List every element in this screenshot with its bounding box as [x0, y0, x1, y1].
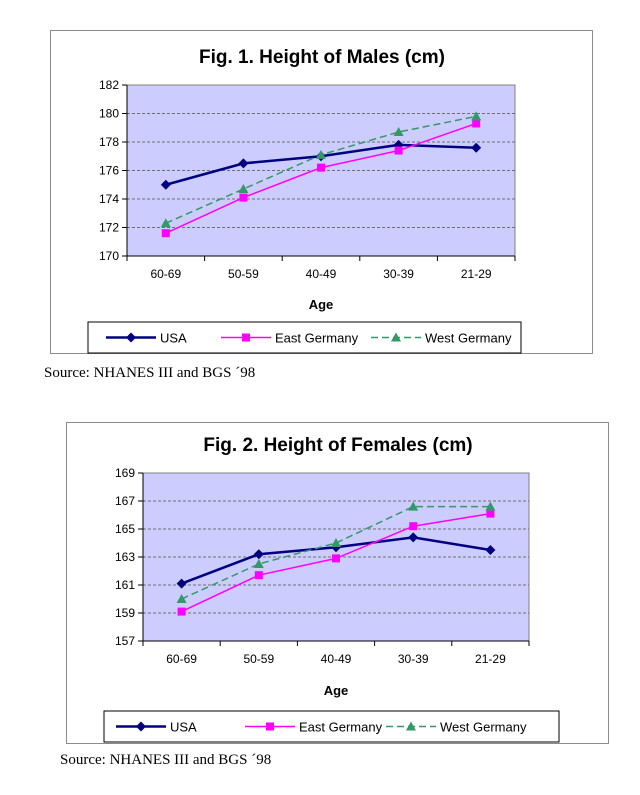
- data-point-east-germany: [486, 509, 495, 518]
- legend-marker-usa: [136, 721, 146, 732]
- data-point-west-germany: [408, 501, 419, 511]
- legend-box: [103, 710, 560, 743]
- x-axis-title: Age: [324, 683, 349, 698]
- males-chart-svg: Fig. 1. Height of Males (cm) 170 172 174 176…: [87, 47, 522, 354]
- females-chart-svg: Fig. 2. Height of Females (cm) 157 159 161 1…: [103, 435, 560, 743]
- series-west-germany: [176, 501, 496, 603]
- data-point-west-germany: [331, 538, 341, 547]
- legend-box: [87, 321, 522, 354]
- legend-marker-west-germany: [391, 332, 401, 342]
- x-tick-label: 40-49: [306, 267, 337, 281]
- males-chart-source: Source: NHANES III and BGS ´98: [44, 365, 256, 381]
- legend-marker-west-germany: [406, 721, 416, 731]
- series-east-germany: [161, 119, 481, 238]
- y-tick-label: 180: [99, 107, 119, 121]
- y-tick-label: 167: [115, 494, 135, 508]
- data-point-west-germany: [316, 149, 326, 159]
- data-point-west-germany: [160, 218, 171, 228]
- data-point-east-germany: [332, 554, 340, 563]
- legend-marker-usa: [126, 332, 136, 343]
- data-point-west-germany: [253, 559, 264, 568]
- data-point-east-germany: [409, 522, 418, 531]
- y-tick-label: 178: [99, 135, 119, 149]
- data-point-usa: [471, 142, 482, 153]
- x-tick-label: 50-59: [243, 652, 274, 666]
- legend-marker-east-germany: [266, 722, 274, 731]
- data-point-east-germany: [472, 119, 481, 128]
- y-tick-label: 161: [115, 578, 135, 592]
- x-tick-label: 30-39: [398, 652, 429, 666]
- y-tick-label: 163: [115, 550, 135, 564]
- legend: USA East Germany West Germany: [87, 321, 522, 354]
- y-tick-label: 172: [99, 221, 119, 235]
- data-point-west-germany: [238, 184, 249, 194]
- y-tick-label: 176: [99, 164, 119, 178]
- series-east-germany: [177, 509, 495, 616]
- data-point-usa: [393, 139, 404, 150]
- females-height-chart: Fig. 2. Height of Females (cm) 157 159 161 1…: [66, 422, 609, 744]
- series-west-germany: [160, 111, 482, 228]
- y-tick-label: 174: [99, 192, 119, 206]
- x-tick-label: 60-69: [166, 652, 197, 666]
- legend-label-usa: USA: [170, 720, 197, 735]
- y-tick-label: 159: [115, 606, 135, 620]
- legend-label-usa: USA: [160, 331, 187, 346]
- data-point-east-germany: [254, 571, 263, 580]
- legend-marker-east-germany: [242, 333, 250, 342]
- data-point-east-germany: [161, 229, 170, 238]
- x-tick-label: 60-69: [150, 267, 181, 281]
- females-chart-source: Source: NHANES III and BGS ´98: [60, 752, 272, 768]
- data-point-usa: [238, 158, 249, 169]
- legend: USA East Germany West Germany: [103, 710, 560, 743]
- y-tick-label: 169: [115, 466, 135, 480]
- series-line-west-germany: [181, 505, 491, 600]
- x-tick-label: 40-49: [321, 652, 352, 666]
- legend-label-east-germany: East Germany: [299, 720, 383, 735]
- x-tick-label: 50-59: [228, 267, 259, 281]
- data-point-east-germany: [177, 607, 186, 616]
- data-point-usa: [408, 532, 419, 543]
- data-point-east-germany: [239, 193, 248, 202]
- data-point-east-germany: [317, 163, 325, 172]
- x-tick-label: 30-39: [383, 267, 414, 281]
- data-point-west-germany: [176, 594, 187, 603]
- data-point-usa: [176, 578, 187, 589]
- data-point-east-germany: [394, 146, 403, 155]
- data-point-usa: [160, 179, 171, 190]
- data-point-west-germany: [485, 501, 496, 511]
- x-tick-label: 21-29: [475, 652, 506, 666]
- y-tick-label: 157: [115, 634, 135, 648]
- x-axis-title: Age: [309, 297, 334, 312]
- data-point-west-germany: [471, 111, 482, 121]
- chart-title: Fig. 1. Height of Males (cm): [199, 47, 445, 68]
- data-point-usa: [485, 545, 496, 555]
- y-tick-label: 165: [115, 522, 135, 536]
- x-tick-label: 21-29: [461, 267, 492, 281]
- legend-label-east-germany: East Germany: [275, 331, 359, 346]
- legend-label-west-germany: West Germany: [440, 720, 527, 735]
- data-point-west-germany: [393, 127, 404, 137]
- males-height-chart: Fig. 1. Height of Males (cm) 170 172 174 176…: [50, 30, 593, 354]
- y-tick-label: 182: [99, 78, 119, 92]
- legend-label-west-germany: West Germany: [425, 331, 512, 346]
- data-point-usa: [253, 549, 264, 560]
- chart-title: Fig. 2. Height of Females (cm): [203, 435, 472, 456]
- y-tick-label: 170: [99, 249, 119, 263]
